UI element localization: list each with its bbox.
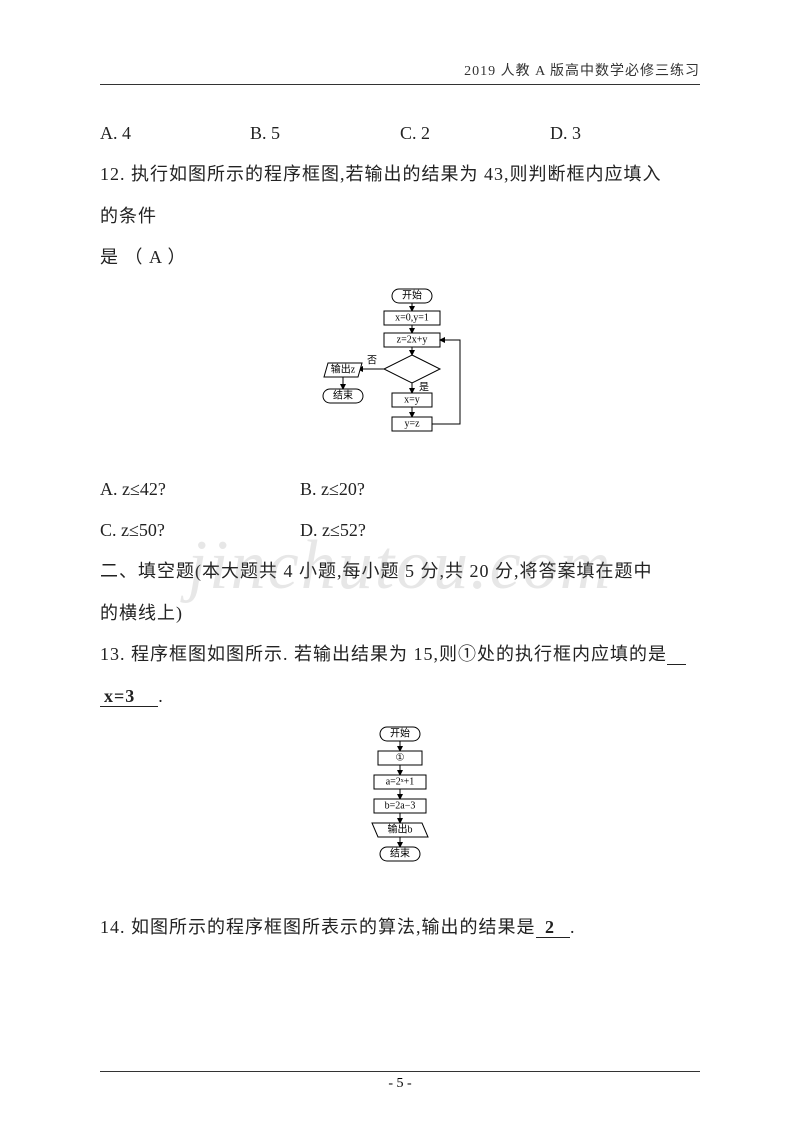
q12-opt-d: D. z≤52?: [300, 510, 500, 551]
q12-stem-1: 12. 执行如图所示的程序框图,若输出的结果为 43,则判断框内应填入: [100, 154, 700, 195]
footer-rule: [100, 1071, 700, 1072]
svg-text:结束: 结束: [390, 846, 410, 859]
q12-opt-a: A. z≤42?: [100, 469, 300, 510]
svg-text:结束: 结束: [333, 388, 353, 401]
q11-opt-b: B. 5: [250, 113, 400, 154]
svg-text:①: ①: [396, 752, 405, 763]
q13-answer-pad: [139, 686, 158, 707]
svg-text:a=2ˣ+1: a=2ˣ+1: [386, 776, 415, 787]
page-footer: - 5 -: [0, 1071, 800, 1092]
svg-text:x=0,y=1: x=0,y=1: [395, 312, 429, 323]
q14-answer: 2: [536, 917, 571, 938]
q11-opt-a: A. 4: [100, 113, 250, 154]
svg-text:输出z: 输出z: [331, 362, 356, 375]
content: A. 4 B. 5 C. 2 D. 3 12. 执行如图所示的程序框图,若输出的…: [100, 113, 700, 948]
page-header: 2019 人教 A 版高中数学必修三练习: [100, 60, 700, 85]
page: 2019 人教 A 版高中数学必修三练习 jinchutou.com A. 4 …: [0, 0, 800, 1132]
svg-text:z=2x+y: z=2x+y: [397, 334, 428, 345]
section2-line1: 二、填空题(本大题共 4 小题,每小题 5 分,共 20 分,将答案填在题中: [100, 551, 700, 592]
header-rule: [100, 84, 700, 85]
q14-stem-pre: 14. 如图所示的程序框图所表示的算法,输出的结果是: [100, 917, 536, 937]
page-number: - 5 -: [388, 1076, 411, 1091]
q13-stem: 13. 程序框图如图所示. 若输出结果为 15,则①处的执行框内应填的是: [100, 634, 700, 675]
q12-stem-3: 是 （ A ）: [100, 237, 700, 278]
svg-text:是: 是: [419, 381, 429, 393]
q12-options: A. z≤42? B. z≤20? C. z≤50? D. z≤52?: [100, 469, 700, 552]
q13-answer: x=3: [100, 686, 139, 707]
q12-stem-2: 的条件: [100, 196, 700, 237]
header-title: 2019 人教 A 版高中数学必修三练习: [464, 64, 700, 79]
q13-blank-trail: [667, 644, 686, 665]
q12-opt-c: C. z≤50?: [100, 510, 300, 551]
q11-opt-c: C. 2: [400, 113, 550, 154]
svg-text:输出b: 输出b: [388, 822, 413, 835]
q12-opt-b: B. z≤20?: [300, 469, 500, 510]
svg-text:b=2a−3: b=2a−3: [385, 800, 416, 811]
q11-opt-d: D. 3: [550, 113, 700, 154]
svg-text:x=y: x=y: [404, 394, 420, 405]
svg-text:y=z: y=z: [404, 418, 420, 429]
q13-answer-line: x=3 .: [100, 676, 700, 717]
q13-stem-text: 13. 程序框图如图所示. 若输出结果为 15,则①处的执行框内应填的是: [100, 644, 667, 664]
q14-stem-post: .: [570, 917, 576, 937]
svg-text:否: 否: [367, 354, 377, 366]
section2-line2: 的横线上): [100, 593, 700, 634]
q14-line: 14. 如图所示的程序框图所表示的算法,输出的结果是 2 .: [100, 907, 700, 948]
q12-flowchart: 开始 x=0,y=1 z=2x+y 否 输出z 结束 是 x=y y=z: [310, 285, 490, 465]
q13-flowchart: 开始 ① a=2ˣ+1 b=2a−3 输出b 结束: [350, 723, 450, 903]
q11-options: A. 4 B. 5 C. 2 D. 3: [100, 113, 700, 154]
svg-text:开始: 开始: [402, 288, 422, 301]
q13-period: .: [158, 686, 164, 706]
svg-text:开始: 开始: [390, 726, 410, 739]
